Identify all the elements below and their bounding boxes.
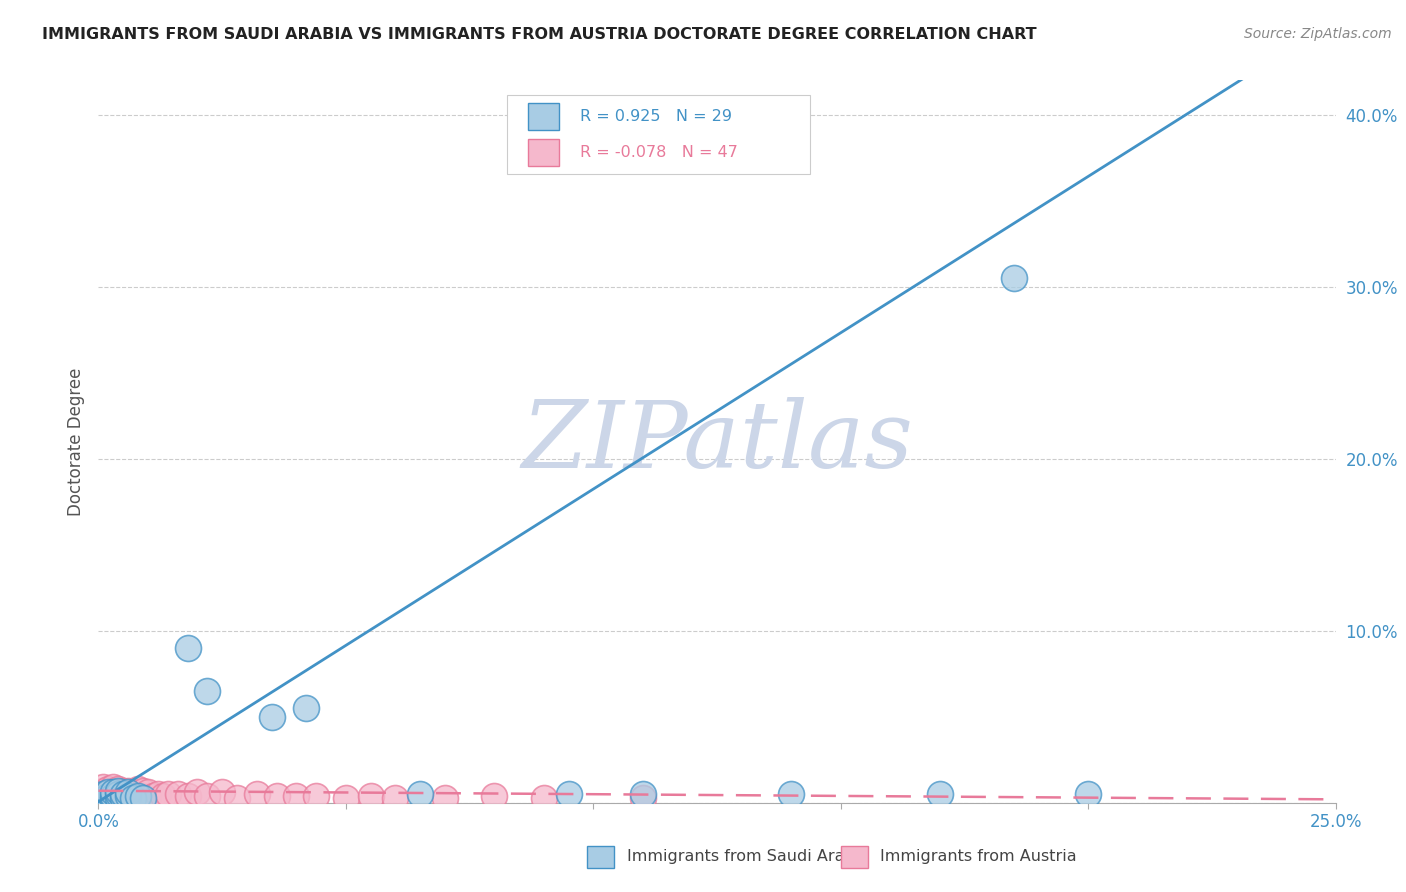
Point	[103, 790, 125, 805]
Point	[631, 790, 654, 805]
Text: Immigrants from Saudi Arabia: Immigrants from Saudi Arabia	[627, 849, 869, 864]
Y-axis label: Doctorate Degree: Doctorate Degree	[66, 368, 84, 516]
Point	[93, 787, 115, 801]
Point	[103, 784, 125, 798]
Point	[631, 787, 654, 801]
Text: ZIPatlas: ZIPatlas	[522, 397, 912, 486]
FancyBboxPatch shape	[527, 103, 558, 130]
Point	[93, 790, 115, 805]
Text: IMMIGRANTS FROM SAUDI ARABIA VS IMMIGRANTS FROM AUSTRIA DOCTORATE DEGREE CORRELA: IMMIGRANTS FROM SAUDI ARABIA VS IMMIGRAN…	[42, 27, 1036, 42]
Point	[156, 787, 179, 801]
Point	[211, 785, 233, 799]
Point	[1002, 271, 1025, 285]
Point	[112, 784, 135, 798]
Point	[266, 789, 288, 803]
Point	[146, 787, 169, 801]
Point	[136, 790, 159, 805]
Point	[103, 787, 125, 801]
Point	[186, 785, 208, 799]
FancyBboxPatch shape	[506, 95, 810, 174]
Point	[103, 792, 125, 806]
FancyBboxPatch shape	[588, 847, 614, 868]
Point	[780, 787, 803, 801]
Point	[260, 710, 283, 724]
Point	[132, 790, 155, 805]
Point	[107, 790, 129, 805]
Point	[107, 784, 129, 798]
Point	[127, 782, 149, 797]
Point	[295, 701, 318, 715]
Point	[97, 782, 120, 797]
Point	[285, 789, 308, 803]
Point	[112, 787, 135, 801]
Point	[484, 789, 506, 803]
Point	[176, 640, 198, 655]
Point	[107, 782, 129, 797]
Point	[97, 789, 120, 803]
Point	[360, 789, 382, 803]
FancyBboxPatch shape	[841, 847, 868, 868]
Point	[93, 784, 115, 798]
Text: R = -0.078   N = 47: R = -0.078 N = 47	[579, 145, 738, 160]
Point	[117, 789, 139, 803]
Point	[166, 787, 188, 801]
Point	[112, 790, 135, 805]
Point	[226, 790, 249, 805]
Point	[1077, 787, 1099, 801]
Point	[122, 790, 145, 805]
Point	[195, 789, 218, 803]
Point	[246, 787, 269, 801]
Point	[103, 789, 125, 803]
Point	[122, 790, 145, 805]
Point	[112, 790, 135, 805]
Point	[103, 785, 125, 799]
Point	[107, 787, 129, 801]
Point	[384, 790, 406, 805]
Point	[97, 790, 120, 805]
Point	[97, 785, 120, 799]
FancyBboxPatch shape	[527, 139, 558, 166]
Point	[122, 785, 145, 799]
Text: R = 0.925   N = 29: R = 0.925 N = 29	[579, 109, 731, 124]
Point	[195, 684, 218, 698]
Point	[433, 790, 456, 805]
Point	[928, 787, 950, 801]
Point	[132, 789, 155, 803]
Point	[107, 789, 129, 803]
Point	[152, 789, 174, 803]
Text: Source: ZipAtlas.com: Source: ZipAtlas.com	[1244, 27, 1392, 41]
Point	[305, 789, 328, 803]
Point	[117, 789, 139, 803]
Point	[93, 780, 115, 795]
Point	[533, 790, 555, 805]
Point	[117, 784, 139, 798]
Point	[132, 784, 155, 798]
Point	[557, 787, 579, 801]
Point	[335, 790, 357, 805]
Point	[176, 789, 198, 803]
Point	[409, 787, 432, 801]
Point	[117, 785, 139, 799]
Point	[103, 780, 125, 795]
Point	[136, 785, 159, 799]
Text: Immigrants from Austria: Immigrants from Austria	[880, 849, 1077, 864]
Point	[97, 785, 120, 799]
Point	[93, 787, 115, 801]
Point	[97, 789, 120, 803]
Point	[127, 789, 149, 803]
Point	[112, 787, 135, 801]
Point	[127, 789, 149, 803]
Point	[142, 789, 165, 803]
Point	[107, 785, 129, 799]
